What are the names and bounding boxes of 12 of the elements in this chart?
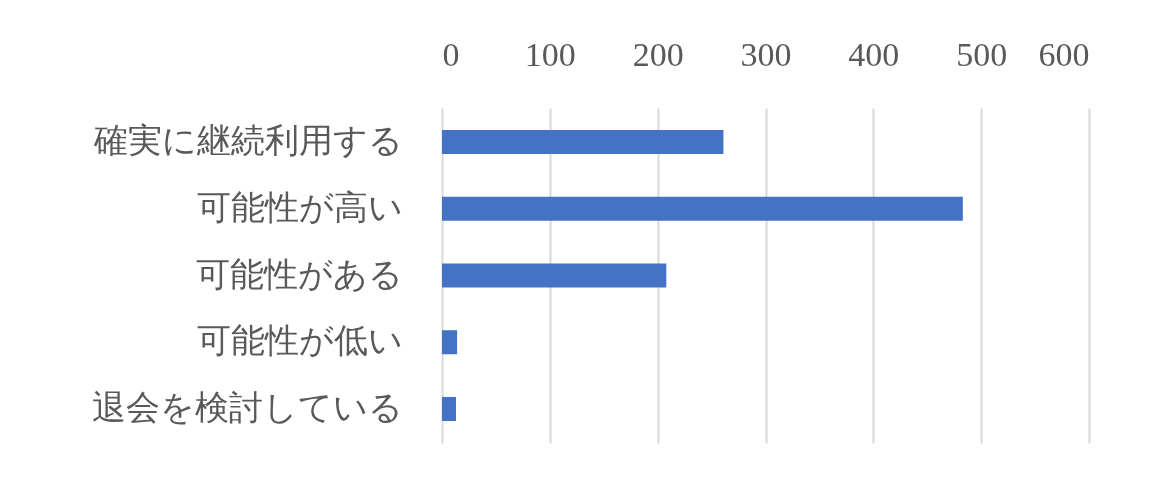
- x-tick-label: 500: [956, 35, 1008, 73]
- y-tick-label: 退会を検討している: [91, 388, 403, 426]
- x-tick-label: 100: [524, 35, 576, 73]
- y-tick-label: 可能性が高い: [196, 188, 403, 226]
- x-tick-label: 300: [740, 35, 792, 73]
- x-tick-label: 200: [632, 35, 684, 73]
- x-tick-label: 0: [442, 35, 460, 73]
- x-tick-label: 400: [848, 35, 900, 73]
- y-tick-label: 確実に継続利用する: [92, 122, 403, 160]
- x-tick-label: 600: [1038, 35, 1090, 73]
- y-tick-label: 可能性が低い: [196, 322, 403, 360]
- y-tick-label: 可能性がある: [195, 255, 403, 293]
